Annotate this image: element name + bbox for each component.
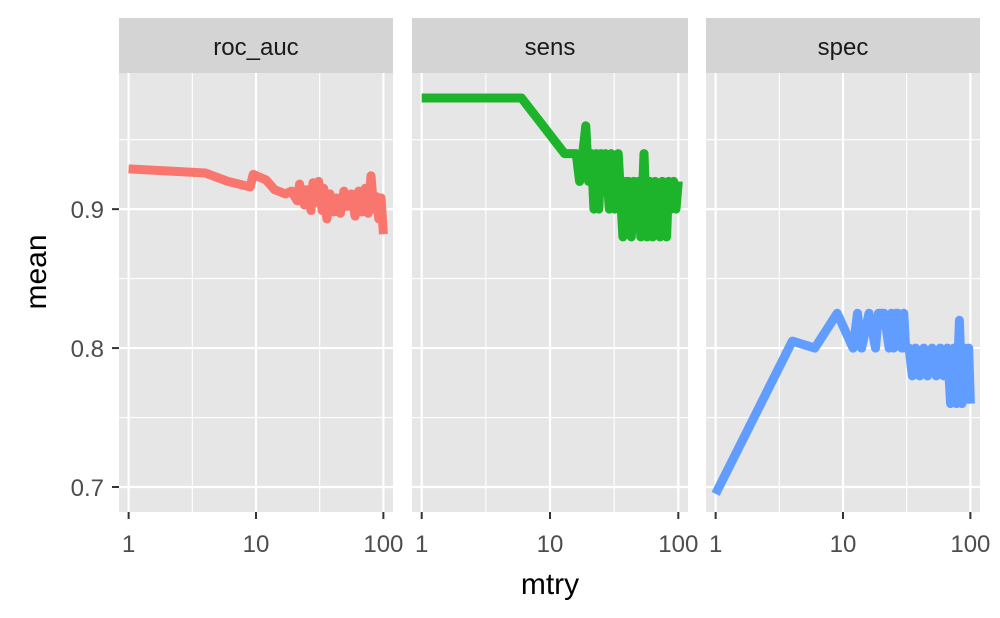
x-tick-label: 1	[122, 531, 135, 558]
facet-strip-label: sens	[525, 34, 576, 61]
facet-strip	[119, 18, 393, 73]
y-axis: 0.7 0.8 0.9	[71, 197, 119, 502]
x-tick-label: 1	[709, 531, 722, 558]
y-tick-label: 0.9	[71, 197, 104, 224]
x-tick-label: 10	[537, 531, 564, 558]
x-axis-title: mtry	[521, 568, 579, 601]
facet-panels: roc_auc sens spec	[119, 18, 980, 512]
facet-strip	[706, 18, 980, 73]
x-tick-label: 100	[950, 531, 990, 558]
y-tick-label: 0.7	[71, 475, 104, 502]
x-tick-label: 10	[830, 531, 857, 558]
series-line-spec	[711, 308, 975, 496]
y-tick-label: 0.8	[71, 336, 104, 363]
y-axis-title: mean	[20, 234, 53, 309]
x-tick-label: 100	[363, 531, 403, 558]
facet-strip-label: spec	[818, 34, 869, 61]
x-tick-label: 100	[658, 531, 698, 558]
x-tick-label: 10	[243, 531, 270, 558]
facet-strip-label: roc_auc	[213, 34, 298, 61]
facet-roc_auc: roc_auc	[119, 18, 393, 512]
x-tick-label: 1	[415, 531, 428, 558]
facet-spec: spec	[706, 18, 980, 512]
series-line-sens	[421, 93, 683, 242]
series-line-roc_auc	[128, 164, 388, 235]
facet-strip	[412, 18, 688, 73]
x-axes: 1 10 100 1 10 100 1 10 100	[122, 512, 990, 558]
facet-sens: sens	[412, 18, 688, 512]
